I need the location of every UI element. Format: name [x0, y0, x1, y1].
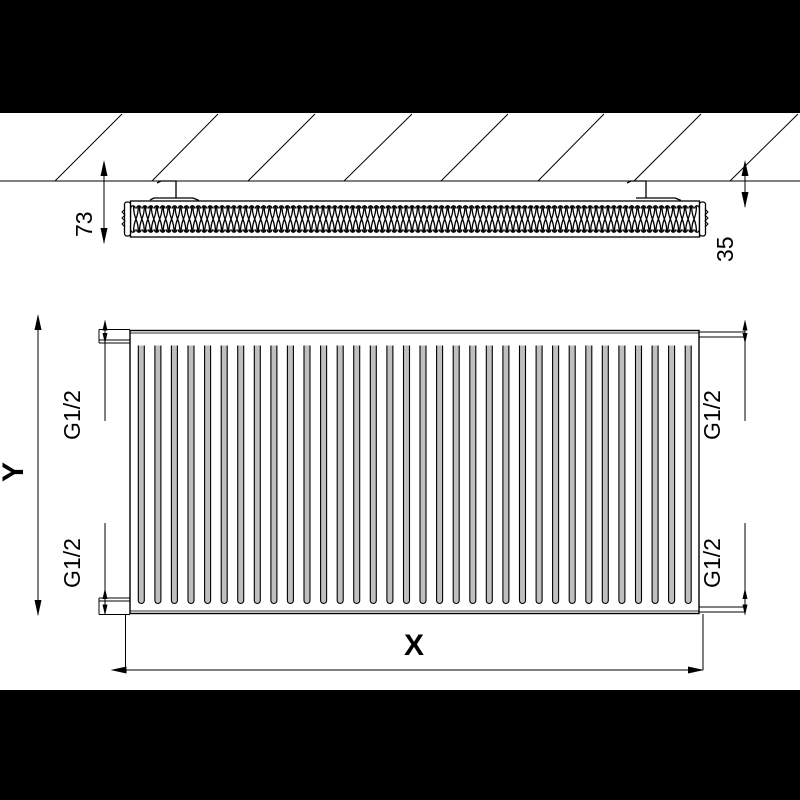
svg-text:X: X — [404, 629, 424, 662]
svg-text:G1/2: G1/2 — [59, 538, 85, 588]
svg-text:G1/2: G1/2 — [59, 390, 85, 440]
svg-text:73: 73 — [71, 211, 97, 237]
svg-text:G1/2: G1/2 — [699, 538, 725, 588]
svg-text:Y: Y — [0, 462, 30, 482]
svg-text:G1/2: G1/2 — [699, 390, 725, 440]
svg-text:35: 35 — [712, 236, 738, 262]
